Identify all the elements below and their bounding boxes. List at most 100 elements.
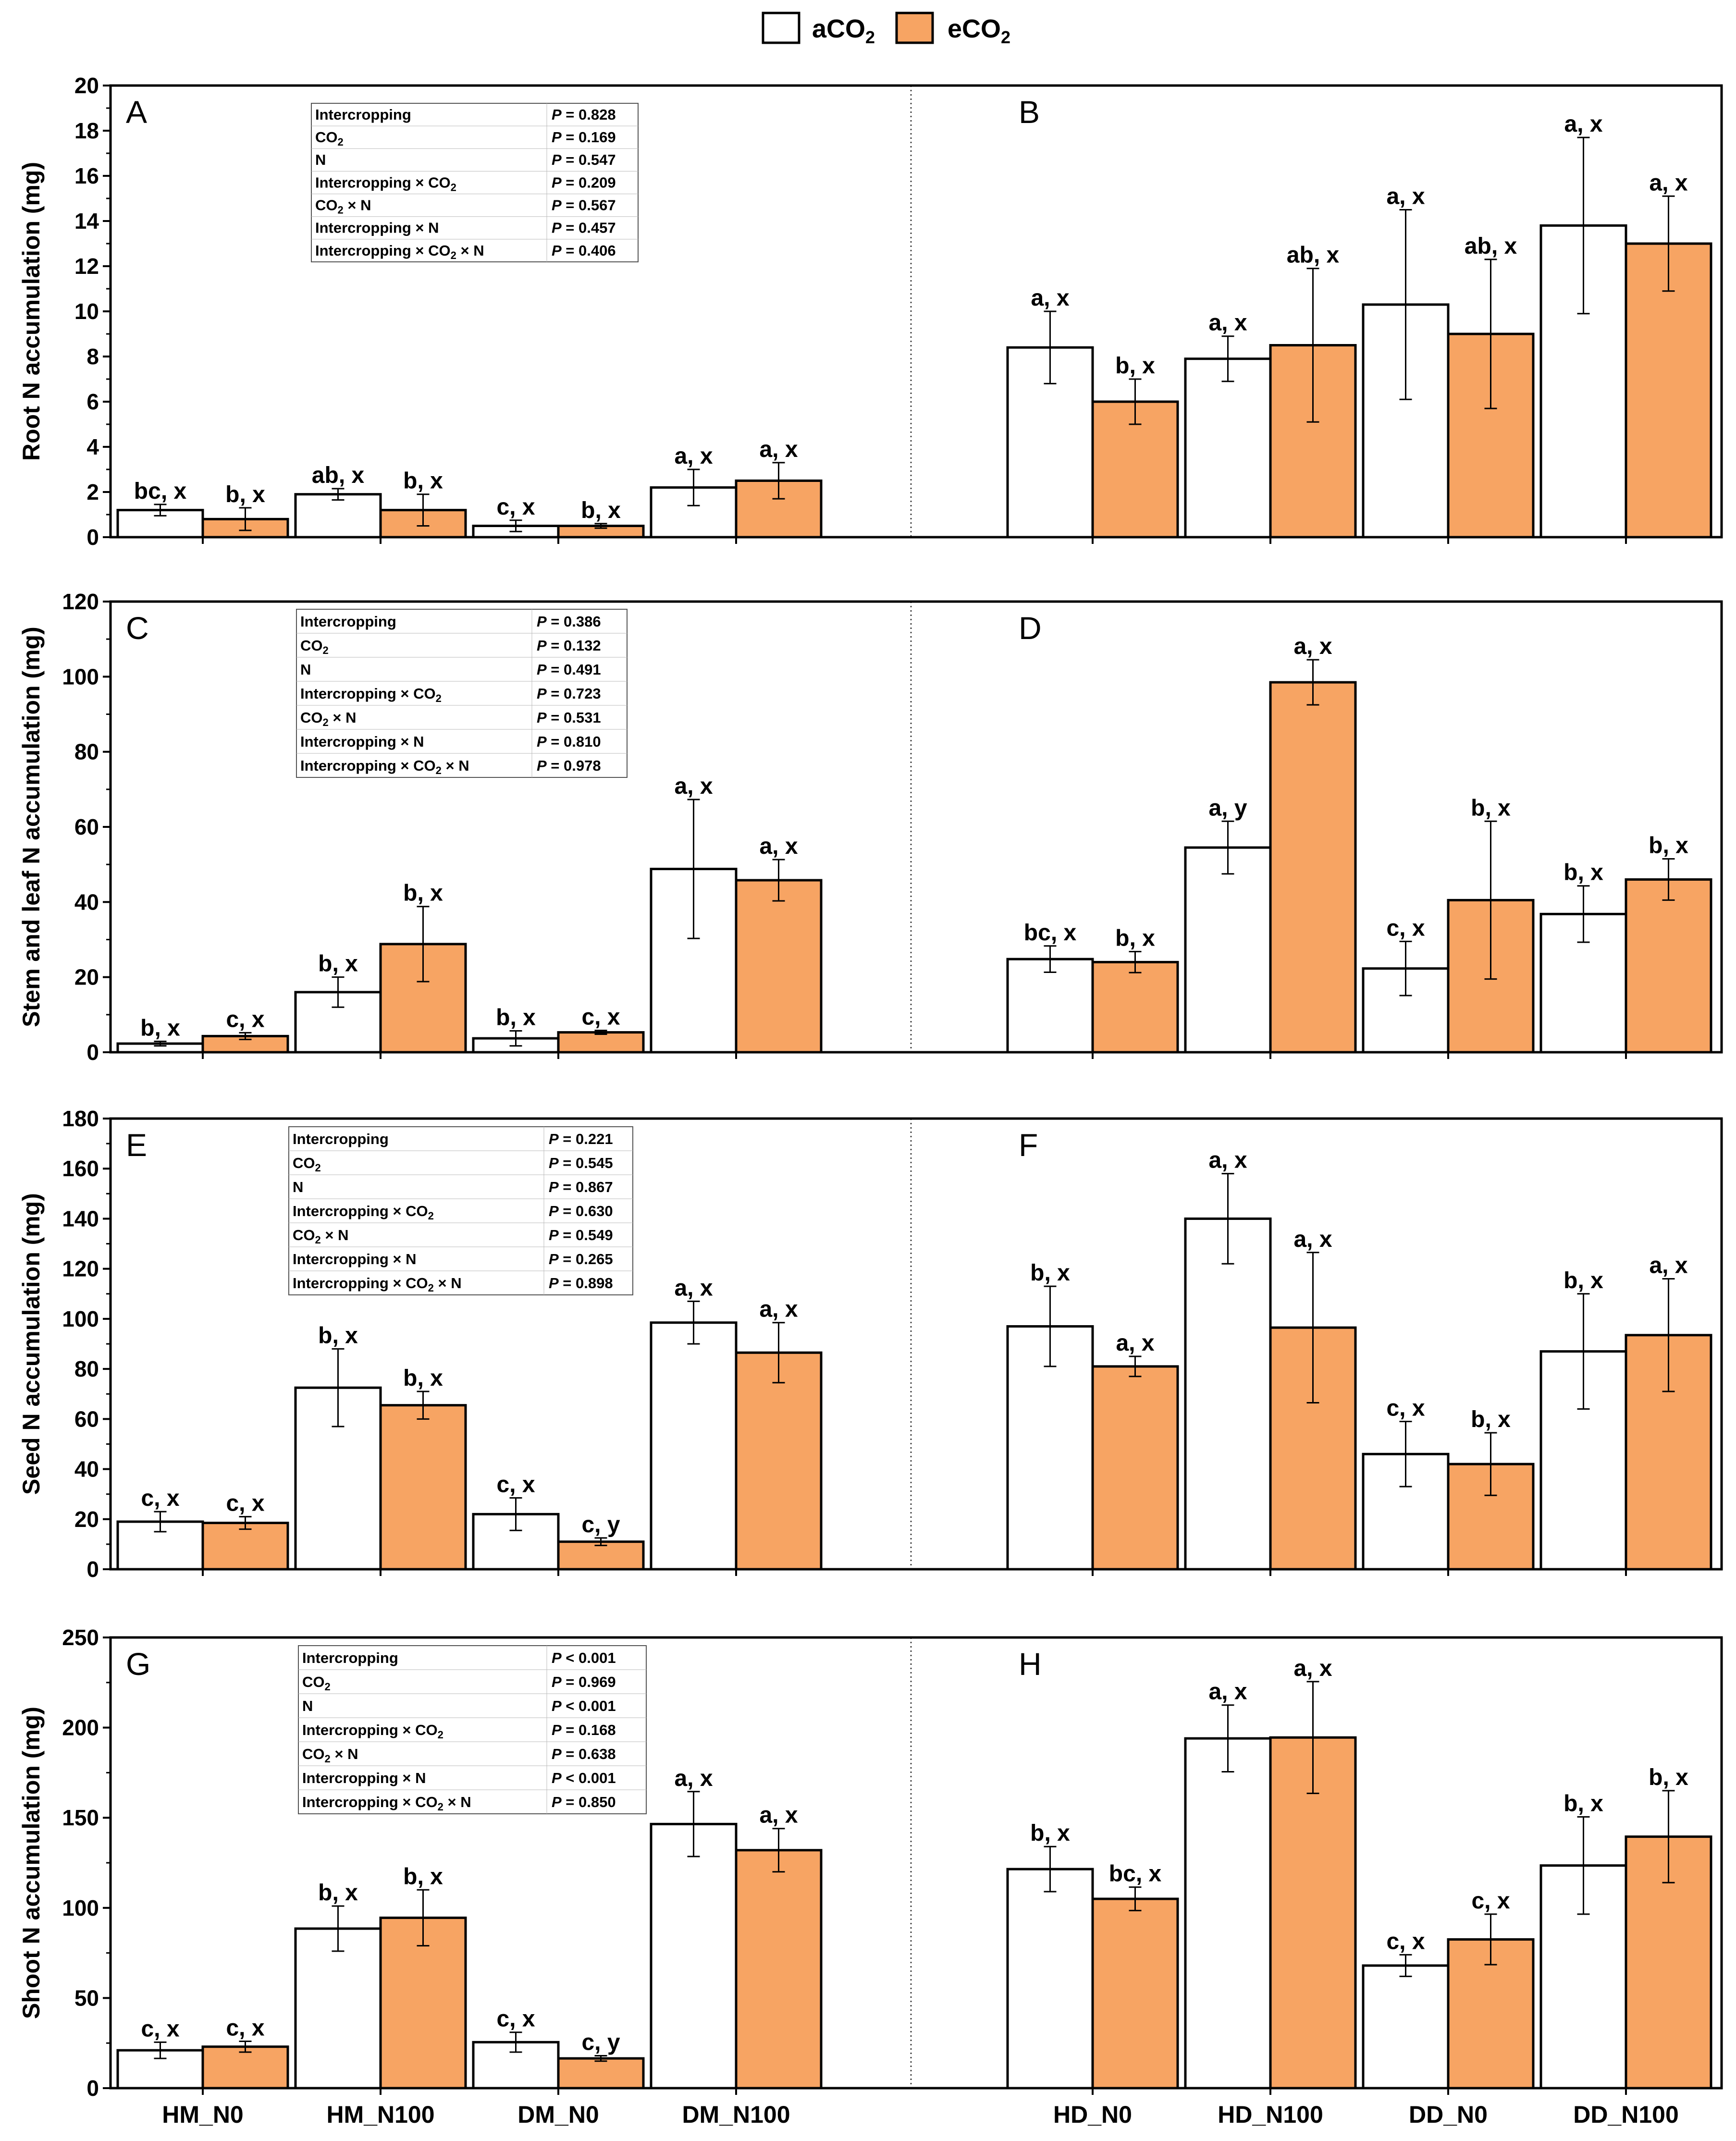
error-bar-HM_N100-aCO2 xyxy=(332,1348,345,1427)
panel-letter-right: B xyxy=(1019,94,1040,130)
stats-row-label: N xyxy=(300,661,311,678)
error-bar-DD_N100-aCO2 xyxy=(1577,1293,1590,1410)
letter-label-HM_N0-eCO2: c, x xyxy=(226,2015,264,2041)
stats-row-value: P = 0.209 xyxy=(552,174,616,191)
bar-DD_N100-eCO2 xyxy=(1625,878,1712,1054)
error-bar-HD_N0-aCO2 xyxy=(1044,1285,1057,1367)
stats-row-label: Intercropping × CO2 xyxy=(315,174,456,193)
error-bar-DM_N0-aCO2 xyxy=(509,1030,522,1047)
letter-label-HM_N0-eCO2: b, x xyxy=(225,482,265,507)
x-tick-label-HM_N100: HM_N100 xyxy=(326,2101,434,2128)
bar-HD_N0-aCO2 xyxy=(1006,958,1094,1054)
y-tick-label: 180 xyxy=(62,1106,99,1131)
letter-label-DD_N100-aCO2: b, x xyxy=(1564,860,1603,886)
error-bar-DM_N100-aCO2 xyxy=(687,1300,700,1345)
letter-label-HD_N100-eCO2: a, x xyxy=(1293,1227,1332,1252)
stats-row-label: Intercropping × CO2 xyxy=(300,685,442,704)
letter-label-DM_N100-eCO2: a, x xyxy=(759,1803,798,1828)
letter-label-HM_N0-eCO2: c, x xyxy=(226,1491,264,1516)
y-tick-label: 80 xyxy=(74,1356,99,1381)
y-tick-label: 16 xyxy=(74,163,99,188)
panel-4: c, x c, x b, x b, x c, x c, y a, x a, x b, x bc, … xyxy=(18,1625,1723,2101)
error-bar-HM_N0-aCO2 xyxy=(154,2041,167,2059)
stats-row-value: P = 0.491 xyxy=(537,661,601,678)
stats-row-label: N xyxy=(302,1698,313,1714)
y-tick-label: 100 xyxy=(62,1895,99,1920)
error-bar-HD_N0-aCO2 xyxy=(1044,945,1057,973)
letter-label-HD_N100-aCO2: a, x xyxy=(1208,310,1247,336)
error-bar-DD_N0-eCO2 xyxy=(1484,258,1497,409)
error-bar-DM_N0-eCO2 xyxy=(594,1537,607,1546)
y-tick-label: 18 xyxy=(74,118,99,143)
error-bar-HD_N0-eCO2 xyxy=(1129,1355,1142,1378)
letter-label-DM_N0-aCO2: c, x xyxy=(496,2006,535,2032)
stats-row-label: Intercropping × CO2 × N xyxy=(293,1275,462,1294)
stats-row-value: P = 0.547 xyxy=(552,151,616,168)
letter-label-DM_N0-aCO2: b, x xyxy=(496,1005,536,1030)
stats-row-label: Intercropping xyxy=(300,613,396,630)
letter-label-HM_N100-aCO2: ab, x xyxy=(312,463,365,488)
error-bar-HM_N0-eCO2 xyxy=(239,1032,252,1040)
error-bar-DM_N100-aCO2 xyxy=(687,1791,700,1858)
error-bar-HD_N0-eCO2 xyxy=(1129,1886,1142,1911)
letter-label-DD_N0-eCO2: b, x xyxy=(1471,795,1511,821)
letter-label-DD_N100-aCO2: a, x xyxy=(1564,111,1602,137)
letter-label-HD_N0-eCO2: bc, x xyxy=(1109,1861,1162,1887)
letter-label-HM_N100-aCO2: b, x xyxy=(318,1323,358,1348)
letter-label-DM_N100-aCO2: a, x xyxy=(674,1275,713,1301)
bar-HD_N0-eCO2 xyxy=(1091,960,1179,1054)
stats-row-label: N xyxy=(293,1179,303,1195)
letter-label-DM_N0-aCO2: c, x xyxy=(496,494,535,520)
panel-letter-left: C xyxy=(126,610,149,646)
letter-label-DM_N100-eCO2: a, x xyxy=(759,1297,798,1322)
error-bar-HD_N0-aCO2 xyxy=(1044,310,1057,384)
stats-row-label: Intercropping × N xyxy=(300,733,424,750)
letter-label-HD_N100-eCO2: a, x xyxy=(1293,1656,1332,1681)
stats-row-label: Intercropping × CO2 × N xyxy=(302,1794,471,1813)
panel-1: bc, x b, x ab, x b, x c, x b, x a, x a, x a, x b,… xyxy=(18,73,1723,550)
panel-letter-left: E xyxy=(126,1127,147,1163)
x-tick-label-DM_N100: DM_N100 xyxy=(682,2101,790,2128)
letter-label-DD_N0-aCO2: c, x xyxy=(1386,1396,1425,1421)
error-bar-DD_N0-eCO2 xyxy=(1484,1432,1497,1496)
y-tick-label: 100 xyxy=(62,664,99,689)
letter-label-HD_N0-aCO2: bc, x xyxy=(1024,920,1077,946)
letter-label-DD_N100-aCO2: b, x xyxy=(1564,1791,1603,1816)
stats-row-value: P = 0.867 xyxy=(549,1179,613,1195)
stats-table: Intercropping P = 0.828 CO2 P = 0.169 N P = 0… xyxy=(311,103,639,262)
bar-HD_N100-eCO2 xyxy=(1269,1736,1357,2090)
legend-swatch-eCO2 xyxy=(895,12,934,44)
letter-label-HD_N100-aCO2: a, x xyxy=(1208,1679,1247,1705)
bar-HM_N100-aCO2 xyxy=(294,1927,382,2090)
legend: aCO2 eCO2 xyxy=(762,12,1010,47)
error-bar-DD_N0-eCO2 xyxy=(1484,1913,1497,1966)
error-bar-DM_N0-eCO2 xyxy=(594,2055,607,2062)
y-axis-label: Stem and leaf N accumulation (mg) xyxy=(18,627,45,1027)
letter-label-DD_N0-eCO2: b, x xyxy=(1471,1407,1511,1432)
error-bar-DD_N0-aCO2 xyxy=(1399,940,1412,997)
y-tick-label: 250 xyxy=(62,1625,99,1650)
error-bar-HD_N100-eCO2 xyxy=(1306,1681,1319,1795)
error-bar-DD_N100-aCO2 xyxy=(1577,885,1590,943)
error-bar-DM_N0-aCO2 xyxy=(509,1497,522,1531)
y-tick-label: 0 xyxy=(86,525,99,550)
stats-row-value: P = 0.549 xyxy=(549,1227,613,1243)
y-tick-label: 0 xyxy=(86,1040,99,1065)
y-tick-label: 10 xyxy=(74,299,99,324)
y-tick-label: 12 xyxy=(74,254,99,279)
stats-row-label: Intercropping × CO2 xyxy=(293,1203,434,1222)
error-bar-HD_N100-eCO2 xyxy=(1306,1252,1319,1403)
stats-row-value: P = 0.969 xyxy=(552,1673,616,1690)
stats-row-label: N xyxy=(315,151,326,168)
letter-label-DD_N0-aCO2: a, x xyxy=(1386,184,1425,209)
bar-DM_N0-eCO2 xyxy=(557,2057,645,2090)
y-tick-label: 40 xyxy=(74,889,99,914)
error-bar-DD_N100-aCO2 xyxy=(1577,136,1590,315)
error-bar-HD_N0-aCO2 xyxy=(1044,1846,1057,1893)
letter-label-HD_N0-eCO2: a, x xyxy=(1116,1330,1154,1356)
bar-DM_N100-aCO2 xyxy=(650,1822,738,2090)
error-bar-HD_N100-aCO2 xyxy=(1221,820,1234,875)
stats-row-value: P = 0.850 xyxy=(552,1794,616,1810)
letter-label-DM_N0-eCO2: c, y xyxy=(581,1512,620,1538)
